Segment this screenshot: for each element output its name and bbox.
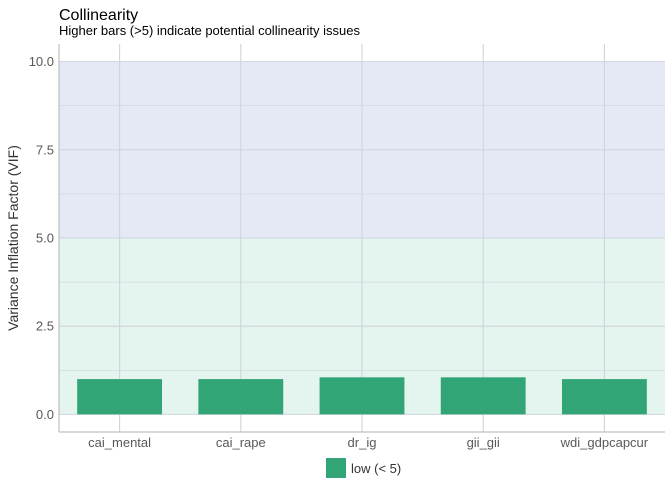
x-tick-label: cai_mental [88,435,151,450]
legend: low (< 5) [326,458,401,478]
bar-dr-ig [319,377,405,415]
bars [77,377,647,415]
axes [58,44,665,433]
x-tick-label: cai_rape [216,435,266,450]
y-tick-label: 10.0 [29,54,54,69]
x-tick-labels: cai_mental cai_rape dr_ig gii_gii wdi_gdpcap… [88,435,649,450]
bar-gii-gii [440,377,526,415]
y-tick-label: 7.5 [36,142,54,157]
y-axis-title: Variance Inflation Factor (VIF) [5,145,21,331]
legend-label: low (< 5) [351,461,401,476]
bar-wdi-gdpcapcur [561,379,647,415]
x-tick-label: dr_ig [348,435,377,450]
y-tick-label: 5.0 [36,231,54,246]
y-tick-label: 2.5 [36,319,54,334]
x-tick-label: wdi_gdpcapcur [560,435,649,450]
legend-swatch [326,458,346,478]
chart-subtitle: Higher bars (>5) indicate potential coll… [59,23,360,38]
bar-cai-mental [77,379,163,415]
bar-cai-rape [198,379,284,415]
y-tick-labels: 0.0 2.5 5.0 7.5 10.0 [29,54,54,422]
x-tick-label: gii_gii [467,435,500,450]
y-tick-label: 0.0 [36,407,54,422]
chart-title: Collinearity [59,7,138,24]
